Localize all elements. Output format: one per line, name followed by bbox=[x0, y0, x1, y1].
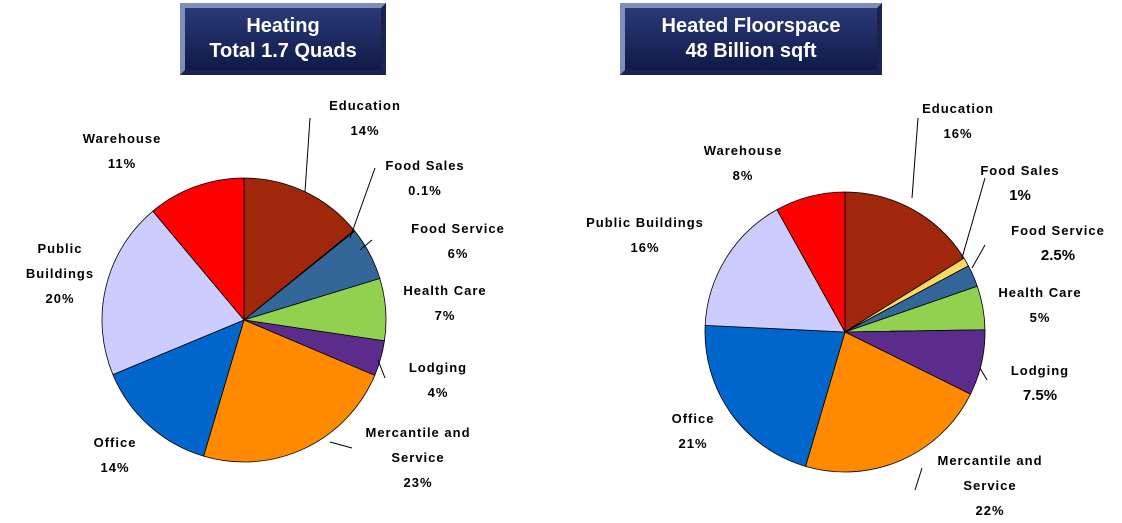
slice-label: Education bbox=[329, 98, 401, 113]
leader-line bbox=[359, 239, 373, 251]
slice-value-label: 21% bbox=[678, 436, 708, 451]
slice-label: Education bbox=[922, 101, 994, 116]
chart-title: Heated Floorspace bbox=[661, 15, 841, 37]
leader-line bbox=[377, 359, 386, 379]
pie-slice bbox=[112, 319, 245, 457]
slice-label: Lodging bbox=[408, 360, 468, 375]
chart-subtitle: Total 1.7 Quads bbox=[209, 40, 357, 62]
slice-value-label: 14% bbox=[100, 460, 130, 475]
slice-label: Health Care bbox=[998, 285, 1082, 300]
slice-value-label: 4% bbox=[427, 385, 449, 400]
slice-value-label: 22% bbox=[975, 503, 1005, 518]
slice-label: Health Care bbox=[403, 283, 487, 298]
slice-value-label: 1% bbox=[1009, 187, 1031, 204]
slice-value-label: 16% bbox=[943, 126, 973, 141]
slice-value-label: 16% bbox=[630, 240, 660, 255]
slice-label: Food Sales bbox=[980, 163, 1060, 178]
slice-label: Office bbox=[93, 435, 137, 450]
pie-slice bbox=[805, 331, 971, 473]
slice-label: Office bbox=[671, 411, 715, 426]
slice-value-label: 5% bbox=[1029, 310, 1051, 325]
leader-line bbox=[914, 467, 923, 491]
leader-line bbox=[979, 367, 988, 381]
pie-slice bbox=[152, 177, 245, 322]
chart-subtitle: 48 Billion sqft bbox=[685, 40, 817, 62]
pie-slice bbox=[776, 191, 846, 334]
leader-line bbox=[971, 244, 986, 269]
slice-value-label: 11% bbox=[107, 156, 137, 171]
pie-slice bbox=[844, 191, 965, 333]
slice-value-label: 2.5% bbox=[1040, 247, 1076, 264]
slice-label: Food Sales bbox=[385, 158, 465, 173]
slice-label: Public Buildings bbox=[25, 241, 95, 281]
slice-value-label: 7% bbox=[434, 308, 456, 323]
slice-label: Mercantile and Service bbox=[365, 425, 471, 465]
leader-line bbox=[961, 177, 986, 259]
slice-value-label: 14% bbox=[350, 123, 380, 138]
chart-title: Heating bbox=[246, 15, 320, 37]
slice-value-label: 8% bbox=[732, 168, 754, 183]
slice-label: Warehouse bbox=[82, 131, 162, 146]
slice-value-label: 20% bbox=[45, 291, 75, 306]
leader-line bbox=[911, 117, 919, 199]
title-box: Heating Total 1.7 Quads bbox=[180, 3, 386, 75]
slice-label: Food Service bbox=[411, 221, 505, 236]
slice-label: Food Service bbox=[1011, 223, 1105, 238]
slice-value-label: 0.1% bbox=[408, 183, 442, 198]
slice-label: Mercantile and Service bbox=[937, 453, 1043, 493]
slice-label: Warehouse bbox=[703, 143, 783, 158]
slice-label: Lodging bbox=[1010, 363, 1070, 378]
pie-slice bbox=[203, 319, 376, 463]
leader-line bbox=[329, 441, 353, 449]
pie-slice bbox=[704, 209, 846, 333]
slice-value-label: 7.5% bbox=[1022, 387, 1058, 404]
pie-slice bbox=[704, 324, 846, 467]
slice-label: Public Buildings bbox=[586, 215, 704, 230]
pie-slice bbox=[101, 210, 245, 376]
slice-value-label: 6% bbox=[447, 246, 469, 261]
title-box: Heated Floorspace 48 Billion sqft bbox=[620, 3, 882, 75]
slice-value-label: 23% bbox=[403, 475, 433, 490]
leader-line bbox=[349, 167, 376, 239]
leader-line bbox=[304, 117, 311, 193]
